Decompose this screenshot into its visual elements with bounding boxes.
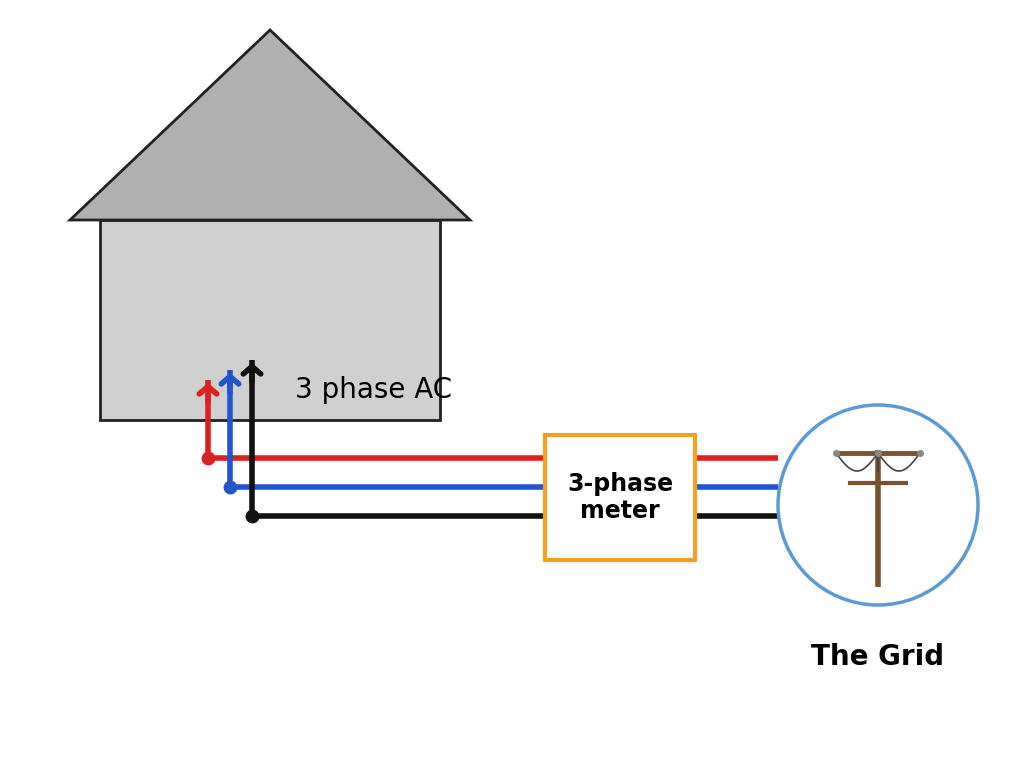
FancyBboxPatch shape	[100, 220, 440, 420]
Text: 3-phase
meter: 3-phase meter	[567, 472, 673, 523]
Polygon shape	[70, 30, 470, 220]
Text: 3 phase AC: 3 phase AC	[295, 376, 453, 404]
FancyBboxPatch shape	[545, 435, 695, 560]
Circle shape	[778, 405, 978, 605]
Text: The Grid: The Grid	[811, 643, 944, 671]
